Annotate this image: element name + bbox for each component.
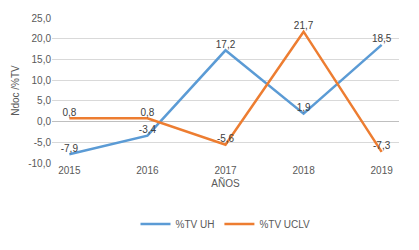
svg-text:AÑOS: AÑOS <box>211 177 240 189</box>
svg-text:0,0: 0,0 <box>37 116 51 127</box>
svg-text:-7,3: -7,3 <box>373 140 391 151</box>
svg-text:-10,0: -10,0 <box>28 158 51 169</box>
svg-text:1,9: 1,9 <box>297 102 311 113</box>
svg-text:2018: 2018 <box>292 165 315 176</box>
svg-text:%TV UH: %TV UH <box>176 219 215 230</box>
svg-text:5,0: 5,0 <box>37 95 51 106</box>
svg-text:-5,0: -5,0 <box>34 137 52 148</box>
svg-text:2017: 2017 <box>214 165 237 176</box>
svg-text:18,5: 18,5 <box>372 33 392 44</box>
svg-text:25,0: 25,0 <box>32 13 52 24</box>
svg-text:Ndoc /%TV: Ndoc /%TV <box>10 65 21 116</box>
svg-text:15,0: 15,0 <box>32 54 52 65</box>
svg-text:0,8: 0,8 <box>140 107 154 118</box>
svg-text:10,0: 10,0 <box>32 75 52 86</box>
svg-text:21,7: 21,7 <box>294 20 314 31</box>
svg-text:17,2: 17,2 <box>216 39 236 50</box>
svg-text:-5,6: -5,6 <box>217 133 235 144</box>
svg-text:20,0: 20,0 <box>32 33 52 44</box>
svg-text:0,8: 0,8 <box>62 107 76 118</box>
svg-text:-7,9: -7,9 <box>61 143 79 154</box>
svg-text:2015: 2015 <box>58 165 81 176</box>
svg-text:2016: 2016 <box>136 165 159 176</box>
svg-text:2019: 2019 <box>371 165 394 176</box>
svg-text:%TV UCLV: %TV UCLV <box>259 219 310 230</box>
svg-text:-3,4: -3,4 <box>139 124 157 135</box>
